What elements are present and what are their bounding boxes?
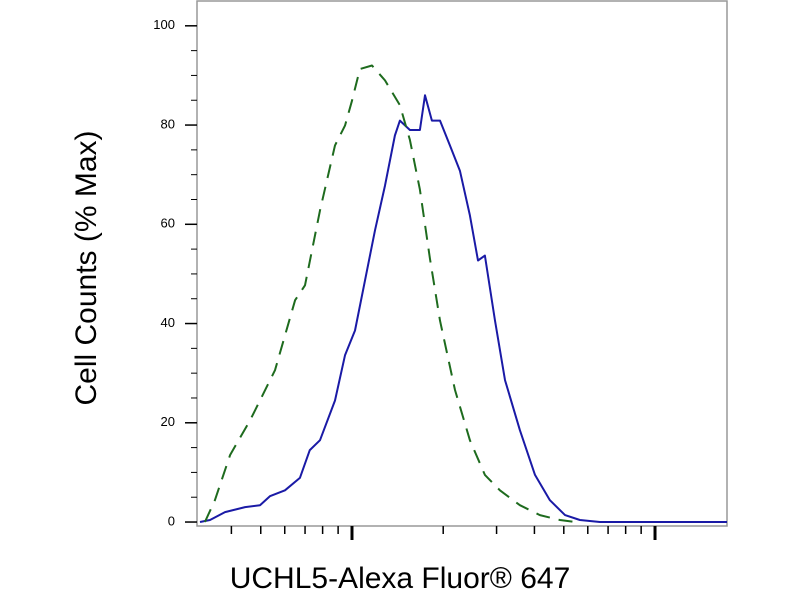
y-tick-label: 20 — [161, 414, 175, 429]
plot-frame — [196, 0, 728, 527]
y-tick-label: 40 — [161, 315, 175, 330]
histogram-line — [203, 64, 576, 523]
y-axis-label: Cell Counts (% Max) — [70, 130, 103, 405]
y-tick-label: 0 — [168, 513, 175, 528]
y-tick-label: 60 — [161, 216, 175, 231]
y-tick-label: 100 — [153, 17, 175, 32]
histogram-line — [199, 94, 727, 523]
x-axis-label: UCHL5-Alexa Fluor® 647 — [230, 562, 571, 595]
y-tick-label: 80 — [161, 116, 175, 131]
